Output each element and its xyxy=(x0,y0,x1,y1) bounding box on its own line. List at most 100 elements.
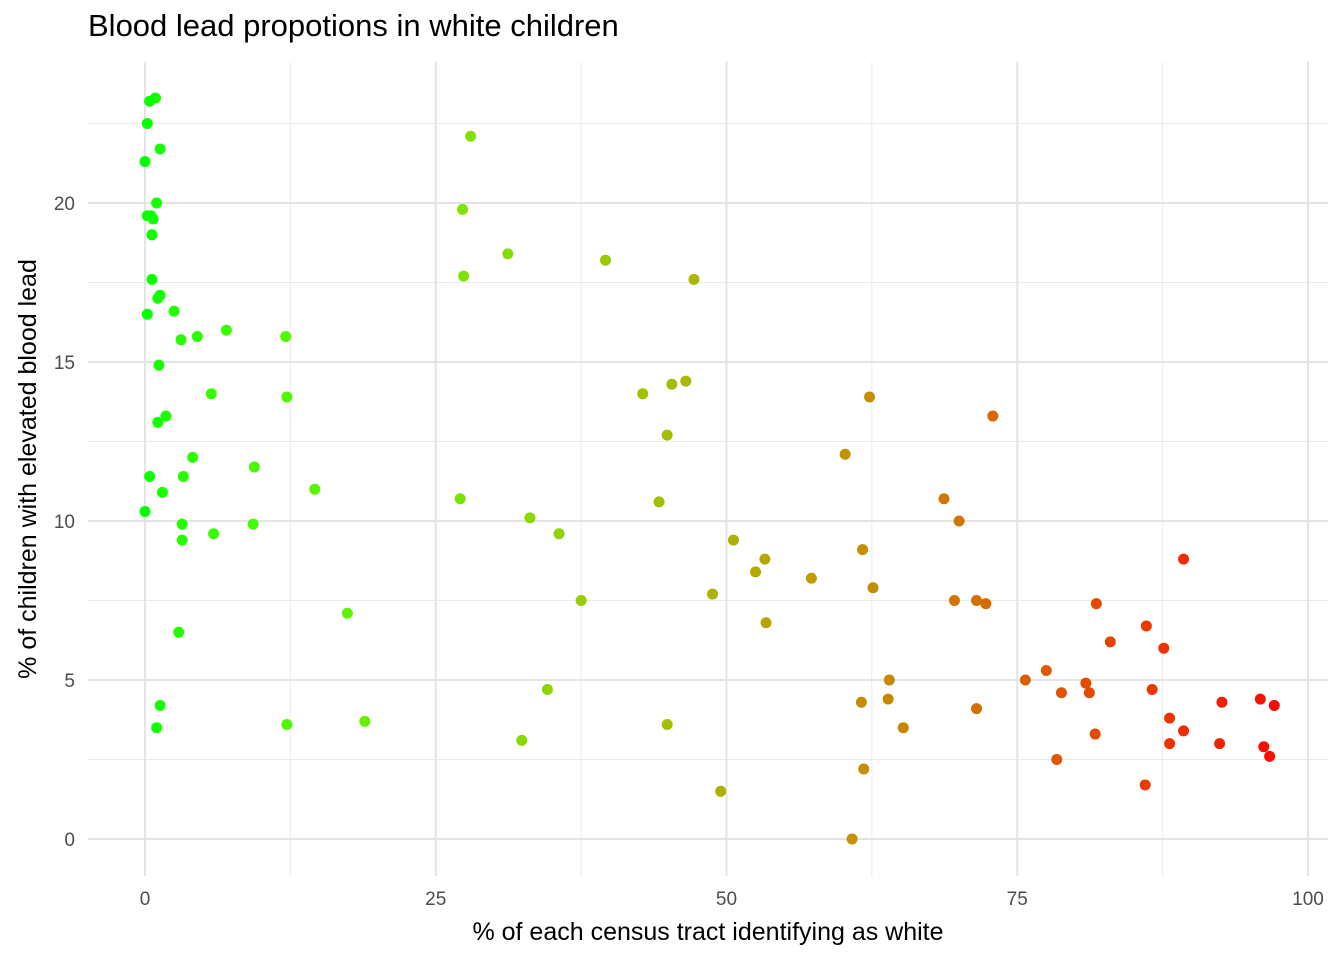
data-point xyxy=(1258,741,1270,753)
data-point xyxy=(144,95,156,107)
data-point xyxy=(1178,553,1190,565)
data-point xyxy=(168,305,180,317)
data-point xyxy=(688,273,700,285)
data-point xyxy=(1214,738,1226,750)
x-tick-label: 0 xyxy=(140,889,151,910)
y-axis-ticks: 0 5 10 15 20 xyxy=(54,194,75,851)
data-point xyxy=(160,410,172,422)
data-point xyxy=(987,410,999,422)
data-point xyxy=(1104,636,1116,648)
data-point xyxy=(971,703,983,715)
data-point xyxy=(524,512,536,524)
x-axis-title: % of each census tract identifying as wh… xyxy=(472,918,943,946)
data-point xyxy=(637,388,649,400)
data-point xyxy=(154,699,166,711)
data-point xyxy=(1158,642,1170,654)
data-point xyxy=(154,143,166,155)
data-point xyxy=(980,598,992,610)
data-point xyxy=(553,528,565,540)
y-tick-label: 0 xyxy=(64,830,75,851)
data-point xyxy=(600,254,612,266)
data-point xyxy=(153,359,165,371)
data-point xyxy=(760,617,772,629)
data-point xyxy=(516,734,528,746)
x-tick-label: 25 xyxy=(425,889,446,910)
data-point xyxy=(858,763,870,775)
data-point xyxy=(176,534,188,546)
data-point xyxy=(152,416,164,428)
data-point xyxy=(1264,750,1276,762)
data-point xyxy=(147,213,159,225)
data-point xyxy=(177,470,189,482)
data-point xyxy=(759,553,771,565)
data-point xyxy=(1216,696,1228,708)
y-tick-label: 20 xyxy=(54,194,75,215)
data-point xyxy=(1178,725,1190,737)
y-tick-label: 15 xyxy=(54,353,75,374)
data-point xyxy=(1146,684,1158,696)
data-point xyxy=(666,378,678,390)
data-point xyxy=(1051,754,1063,765)
x-axis-ticks: 0 25 50 75 100 xyxy=(140,889,1324,910)
data-point xyxy=(1268,699,1280,711)
data-point xyxy=(139,505,151,517)
chart-title: Blood lead propotions in white children xyxy=(88,8,619,43)
data-point xyxy=(465,130,477,142)
data-point xyxy=(141,308,153,320)
data-point xyxy=(1139,779,1151,791)
data-point xyxy=(1019,674,1031,686)
data-point xyxy=(1055,687,1067,699)
data-points xyxy=(139,92,1280,845)
data-point xyxy=(247,518,259,530)
data-point xyxy=(220,324,232,336)
data-point xyxy=(1164,712,1176,724)
data-point xyxy=(458,270,470,282)
data-point xyxy=(359,715,371,727)
data-point xyxy=(855,696,867,708)
data-point xyxy=(680,375,692,387)
x-tick-label: 75 xyxy=(1007,889,1028,910)
data-point xyxy=(281,719,293,731)
y-tick-label: 5 xyxy=(64,671,75,692)
data-point xyxy=(205,388,217,400)
data-point xyxy=(187,451,199,463)
data-point xyxy=(151,722,163,734)
data-point xyxy=(846,833,858,845)
data-point xyxy=(1083,687,1095,699)
data-point xyxy=(1254,693,1266,705)
data-point xyxy=(141,118,153,129)
data-point xyxy=(281,391,293,403)
data-point xyxy=(1164,738,1176,750)
data-point xyxy=(1080,677,1092,689)
data-point xyxy=(176,518,188,530)
data-point xyxy=(173,626,185,638)
data-point xyxy=(541,684,553,696)
data-point xyxy=(715,785,727,797)
data-point xyxy=(727,534,739,546)
data-point xyxy=(882,693,894,705)
data-point xyxy=(454,493,466,505)
data-point xyxy=(139,156,151,168)
data-point xyxy=(575,595,587,606)
data-point xyxy=(867,582,879,594)
data-point xyxy=(857,544,869,556)
data-point xyxy=(953,515,965,527)
data-point xyxy=(938,493,950,505)
x-tick-label: 50 xyxy=(716,889,737,910)
data-point xyxy=(883,674,895,686)
data-point xyxy=(1040,664,1052,676)
data-point xyxy=(248,461,260,473)
y-axis-title: % of children with elevated blood lead xyxy=(14,259,42,679)
data-point xyxy=(897,722,909,734)
data-point xyxy=(661,719,673,731)
minor-gridlines xyxy=(88,62,1328,876)
data-point xyxy=(864,391,876,403)
y-tick-label: 10 xyxy=(54,512,75,533)
data-point xyxy=(146,229,158,241)
data-point xyxy=(208,528,220,540)
data-point xyxy=(948,595,960,606)
data-point xyxy=(280,331,292,343)
data-point xyxy=(839,448,851,460)
data-point xyxy=(502,248,514,260)
